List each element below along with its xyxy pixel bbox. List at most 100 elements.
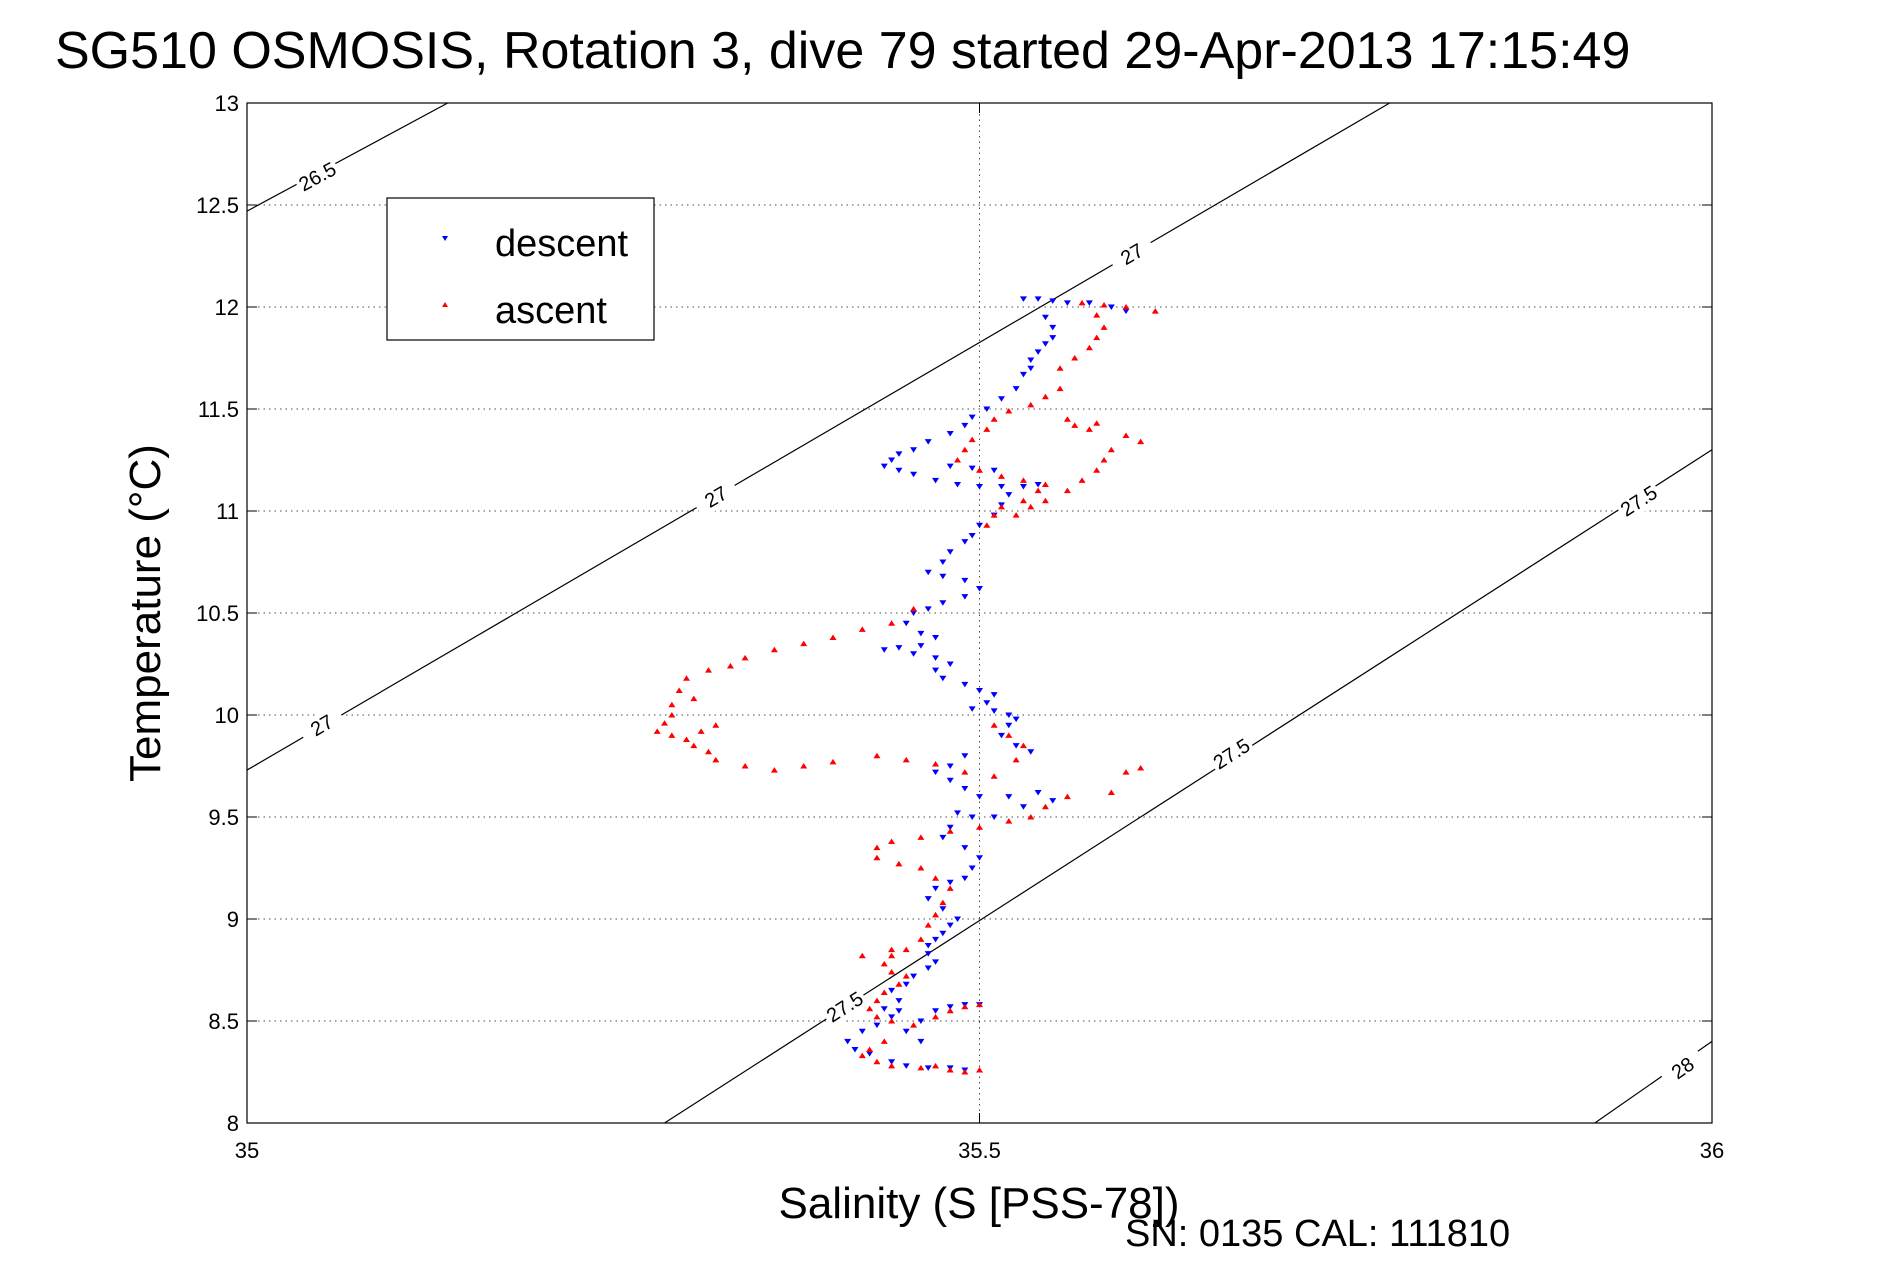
- ascent-point: [917, 834, 925, 840]
- ascent-point: [888, 1062, 896, 1069]
- legend-label-descent: descent: [495, 223, 629, 265]
- descent-point: [932, 769, 940, 776]
- contour-line-27: [246, 102, 1391, 771]
- ascent-point: [990, 512, 998, 518]
- ascent-point: [741, 654, 749, 661]
- ascent-point: [932, 1013, 940, 1020]
- ascent-point: [895, 981, 903, 987]
- descent-point: [1063, 300, 1071, 306]
- ascent-point: [1012, 756, 1020, 763]
- descent-point: [1019, 371, 1027, 378]
- descent-point: [910, 973, 918, 980]
- ascent-point: [866, 1046, 874, 1053]
- ascent-point: [932, 760, 940, 767]
- descent-point: [1107, 304, 1115, 310]
- ascent-point: [1137, 765, 1145, 771]
- ascent-point: [983, 426, 991, 432]
- ascent-point: [1012, 512, 1020, 518]
- ascent-point: [961, 1003, 969, 1010]
- ascent-point: [968, 436, 976, 443]
- ascent-point: [1078, 299, 1086, 306]
- ascent-point: [770, 767, 778, 773]
- descent-point: [990, 708, 998, 714]
- ascent-point: [1107, 446, 1115, 453]
- ascent-point: [917, 865, 925, 871]
- y-tick-label: 11: [216, 499, 239, 524]
- descent-point: [1049, 335, 1057, 341]
- descent-point: [932, 885, 940, 892]
- ascent-point: [726, 663, 734, 669]
- ascent-point: [932, 1062, 940, 1069]
- contour-label-bg: [1657, 1045, 1708, 1091]
- descent-point: [902, 1063, 910, 1069]
- descent-point: [997, 732, 1005, 739]
- ascent-point: [697, 728, 705, 734]
- ascent-point: [917, 1064, 925, 1071]
- descent-point: [961, 539, 969, 545]
- ascent-point: [939, 899, 947, 906]
- descent-point: [1049, 324, 1057, 331]
- descent-point: [1012, 743, 1020, 749]
- ascent-point: [888, 1018, 896, 1024]
- descent-point: [1122, 308, 1130, 315]
- ascent-point: [1056, 365, 1064, 371]
- legend-ascent-marker: [442, 302, 448, 307]
- ascent-point: [690, 695, 698, 702]
- ascent-point: [873, 1058, 881, 1065]
- descent-point: [954, 810, 962, 816]
- descent-point: [910, 610, 918, 616]
- descent-point: [932, 936, 940, 943]
- descent-point: [1027, 749, 1035, 755]
- ascent-point: [1019, 742, 1027, 749]
- ascent-point: [1063, 487, 1071, 494]
- ascent-point: [741, 763, 749, 769]
- descent-point: [924, 606, 932, 612]
- descent-point: [1034, 790, 1042, 796]
- descent-point: [1005, 794, 1013, 800]
- descent-point: [917, 1018, 925, 1024]
- descent-point: [976, 688, 983, 694]
- ascent-point: [683, 675, 690, 681]
- descent-point: [961, 422, 969, 429]
- ascent-point: [932, 911, 940, 918]
- descent-point: [946, 463, 954, 470]
- descent-point: [932, 655, 940, 661]
- ascent-point: [976, 467, 983, 473]
- contour-label-bg: [1106, 232, 1157, 276]
- descent-point: [946, 824, 954, 831]
- ascent-point: [712, 722, 720, 728]
- ascent-point: [997, 503, 1005, 510]
- ascent-point: [1093, 334, 1101, 341]
- ascent-point: [668, 732, 676, 738]
- ascent-point: [990, 773, 998, 779]
- descent-point: [946, 430, 954, 437]
- data-points: [653, 296, 1159, 1075]
- descent-point: [895, 645, 903, 651]
- y-tick-label: 12: [215, 295, 239, 320]
- descent-point: [844, 1038, 852, 1045]
- ascent-point: [1137, 438, 1145, 445]
- descent-point: [924, 569, 932, 576]
- contour-label-bg: [1206, 731, 1257, 776]
- descent-point: [983, 700, 991, 706]
- descent-point: [968, 465, 976, 472]
- serial-calibration: SN: 0135 CAL: 111810: [1125, 1213, 1510, 1255]
- x-tick-label: 35.5: [958, 1138, 1001, 1163]
- ascent-point: [990, 722, 998, 728]
- descent-point: [968, 865, 976, 871]
- descent-point: [1034, 296, 1042, 302]
- ascent-point: [888, 838, 896, 844]
- y-tick-label: 9: [227, 907, 239, 932]
- ascent-point: [910, 1022, 918, 1028]
- descent-point: [880, 647, 888, 653]
- descent-point: [932, 959, 940, 965]
- descent-point: [932, 1008, 940, 1014]
- ascent-point: [661, 720, 669, 726]
- ascent-point: [954, 457, 962, 463]
- ascent-point: [668, 701, 676, 708]
- descent-point: [939, 675, 947, 682]
- descent-point: [924, 965, 932, 971]
- descent-point: [946, 1004, 954, 1010]
- descent-point: [961, 845, 969, 851]
- descent-point: [888, 457, 896, 463]
